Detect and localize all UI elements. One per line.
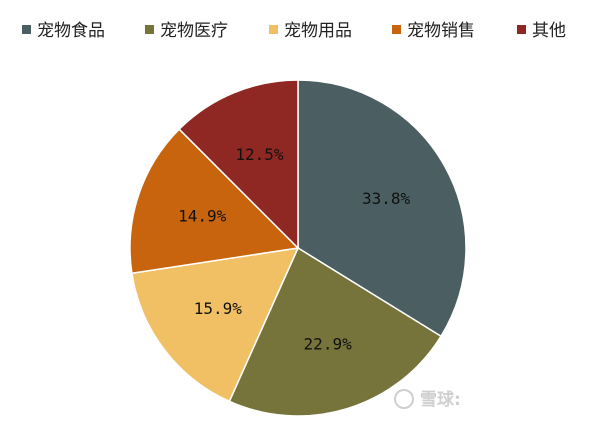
watermark: 雪球: — [394, 389, 461, 410]
watermark-text: 雪球: — [420, 390, 461, 410]
legend-item-1: 宠物食品 — [22, 21, 105, 41]
legend-label-5: 其他 — [532, 21, 566, 41]
legend-item-2: 宠物医疗 — [145, 21, 228, 41]
slice-label-5: 12.5% — [235, 145, 284, 164]
slice-label-1: 33.8% — [362, 189, 411, 208]
slice-label-2: 22.9% — [304, 334, 353, 353]
slice-label-4: 14.9% — [178, 207, 227, 226]
pie-slices — [129, 79, 467, 417]
pie-slice-3 — [131, 247, 300, 403]
slice-labels: 33.8% 22.9% 15.9% 14.9% 12.5% — [178, 145, 410, 353]
legend-swatch-4 — [392, 25, 401, 34]
pie-slice-1 — [297, 79, 467, 338]
pie-slice-4 — [129, 128, 300, 275]
slice-label-3: 15.9% — [194, 299, 243, 318]
legend-label-4: 宠物销售 — [407, 21, 475, 41]
legend-label-1: 宠物食品 — [37, 21, 105, 41]
legend-item-3: 宠物用品 — [269, 21, 352, 41]
legend-swatch-3 — [269, 25, 278, 34]
legend: 宠物食品 宠物医疗 宠物用品 宠物销售 其他 — [22, 21, 566, 41]
pie-slice-5 — [178, 79, 299, 250]
pie-slice-2 — [228, 246, 442, 417]
legend-item-5: 其他 — [517, 21, 566, 41]
legend-label-3: 宠物用品 — [284, 21, 352, 41]
legend-swatch-2 — [145, 25, 154, 34]
legend-item-4: 宠物销售 — [392, 21, 475, 41]
legend-label-2: 宠物医疗 — [160, 21, 228, 41]
watermark-logo-icon — [394, 389, 414, 409]
legend-swatch-5 — [517, 25, 526, 34]
legend-swatch-1 — [22, 25, 31, 34]
